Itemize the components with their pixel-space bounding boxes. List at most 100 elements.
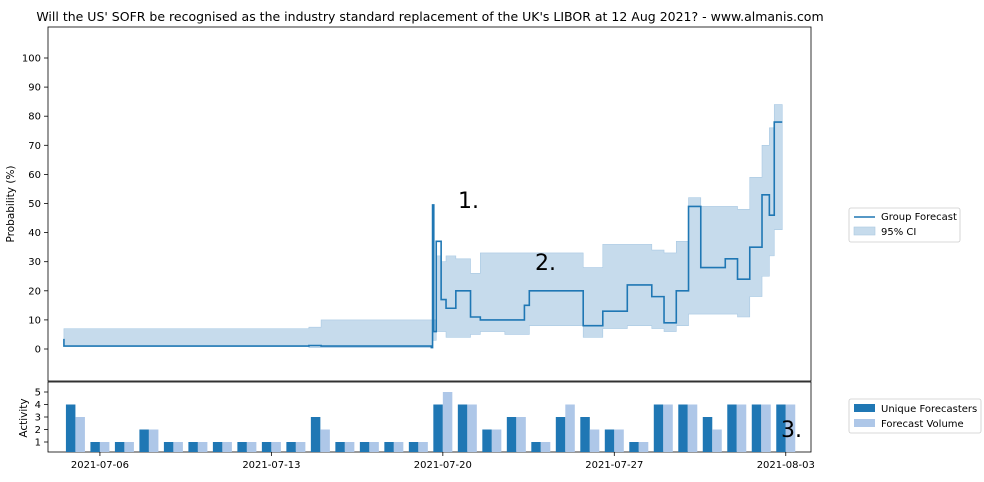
unique-forecasters-bar [359, 442, 370, 452]
y-tick-label: 0 [35, 345, 41, 356]
forecast-volume-bar [222, 442, 232, 452]
forecast-volume-bar [736, 404, 747, 452]
activity-axis-label: Activity [18, 398, 30, 437]
activity-legend: Unique Forecasters Forecast Volume [848, 398, 982, 434]
probability-panel: 0 10 20 30 40 50 60 70 80 90 100 Probability (%) 1… [5, 26, 812, 382]
legend-unique-forecasters: Unique Forecasters [881, 404, 977, 415]
annotation-3: 3. [781, 418, 802, 443]
unique-forecasters-bar [188, 442, 198, 452]
y-tick-label: 60 [28, 170, 41, 181]
unique-forecasters-bar [702, 417, 713, 452]
forecast-volume-bar [491, 429, 502, 452]
forecast-volume-bar [369, 442, 379, 452]
unique-forecasters-bar [237, 442, 247, 452]
forecast-volume-bar [589, 429, 600, 452]
legend-ci: 95% CI [881, 227, 916, 238]
forecast-volume-bar [712, 429, 722, 452]
y-tick-label: 20 [28, 286, 41, 297]
chart-title: Will the US' SOFR be recognised as the i… [36, 9, 823, 24]
forecast-volume-bar [467, 404, 477, 452]
y-tick-label: 10 [28, 315, 41, 326]
forecast-volume-bar [540, 442, 551, 452]
y-tick-label: 80 [28, 112, 41, 123]
unique-forecasters-bar [751, 404, 762, 452]
unique-forecasters-bar [261, 442, 272, 452]
unique-forecasters-bar [555, 417, 566, 452]
activity-tick-label: 1 [35, 438, 41, 449]
unique-forecasters-bar [457, 404, 468, 452]
forecast-legend: Group Forecast 95% CI [848, 207, 961, 243]
unique-forecasters-bar [65, 404, 76, 452]
forecast-volume-bar [271, 442, 281, 452]
unique-forecasters-bar [212, 442, 223, 452]
annotation-2: 2. [535, 251, 556, 276]
unique-forecasters-bar [163, 442, 174, 452]
forecast-volume-bar [295, 442, 306, 452]
forecast-volume-bar [565, 404, 575, 452]
legend-forecast-volume: Forecast Volume [881, 419, 964, 430]
unique-forecasters-bar [335, 442, 345, 452]
forecast-volume-bar [442, 392, 453, 452]
forecast-volume-bar [197, 442, 208, 452]
unique-forecasters-bar [727, 404, 737, 452]
forecast-volume-bar [173, 442, 183, 452]
legend-frame [848, 207, 961, 243]
unique-forecasters-bar [506, 417, 517, 452]
forecast-volume-bar [320, 429, 330, 452]
y-tick-label: 100 [22, 54, 41, 65]
unique-forecasters-bar [90, 442, 100, 452]
unique-forecasters-bar [384, 442, 394, 452]
forecast-volume-bar [246, 442, 257, 452]
forecast-volume-bar [638, 442, 649, 452]
unique-forecasters-bar [433, 404, 443, 452]
forecast-volume-bar [393, 442, 404, 452]
annotation-1: 1. [458, 189, 479, 214]
x-tick-label: 2021-08-03 [757, 460, 815, 471]
y-tick-label: 40 [28, 228, 41, 239]
activity-tick-label: 4 [35, 400, 41, 411]
forecast-volume-bar [344, 442, 355, 452]
legend-group-forecast: Group Forecast [881, 212, 957, 223]
top-plot-frame [47, 26, 812, 382]
forecast-volume-bar [75, 417, 85, 452]
forecast-volume-bar [687, 404, 698, 452]
forecast-volume-bar [761, 404, 771, 452]
y-tick-label: 90 [28, 83, 41, 94]
forecast-volume-bar [418, 442, 428, 452]
forecast-volume-bar [124, 442, 134, 452]
legend-volume-swatch [854, 419, 875, 427]
unique-forecasters-bar [629, 442, 639, 452]
forecast-volume-bar [99, 442, 110, 452]
y-tick-label: 70 [28, 141, 41, 152]
activity-tick-label: 5 [35, 388, 41, 399]
x-tick-label: 2021-07-20 [414, 460, 472, 471]
unique-forecasters-bar [139, 429, 149, 452]
unique-forecasters-bar [114, 442, 125, 452]
forecast-volume-bar [148, 429, 159, 452]
unique-forecasters-bar [482, 429, 492, 452]
activity-tick-label: 2 [35, 425, 41, 436]
unique-forecasters-bar [310, 417, 321, 452]
unique-forecasters-bar [604, 429, 615, 452]
unique-forecasters-bar [286, 442, 296, 452]
unique-forecasters-bar [580, 417, 590, 452]
x-tick-label: 2021-07-06 [71, 460, 129, 471]
legend-ci-swatch [853, 226, 876, 236]
unique-forecasters-bar [408, 442, 419, 452]
x-tick-label: 2021-07-13 [242, 460, 300, 471]
unique-forecasters-bar [531, 442, 541, 452]
activity-legend-frame [848, 398, 982, 434]
y-tick-label: 30 [28, 257, 41, 268]
y-tick-label: 50 [28, 199, 41, 210]
forecast-volume-bar [663, 404, 673, 452]
activity-panel: 1 23 45 2021-07-06 2021-07-13 2021-07-20 2021… [18, 381, 815, 471]
x-tick-label: 2021-07-27 [585, 460, 643, 471]
forecast-volume-bar [785, 404, 796, 452]
forecast-volume-bar [516, 417, 526, 452]
unique-forecasters-bar [653, 404, 664, 452]
activity-tick-label: 3 [35, 413, 41, 424]
ci-band [63, 104, 783, 348]
forecast-volume-bar [614, 429, 624, 452]
unique-forecasters-bar [776, 404, 786, 452]
